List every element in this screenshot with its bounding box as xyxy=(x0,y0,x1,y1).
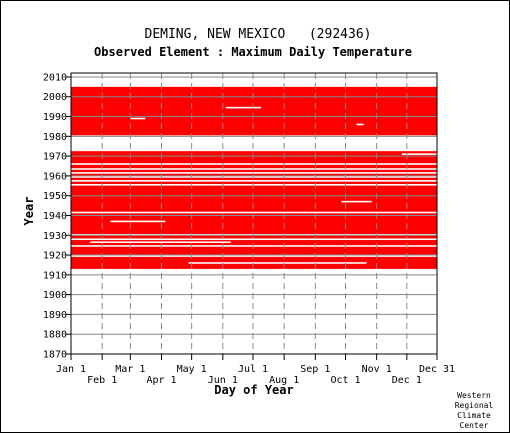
missing-band-18 xyxy=(356,123,364,126)
x-tick-label: Jul 1 xyxy=(238,364,268,375)
missing-band-12 xyxy=(90,241,231,243)
missing-band-11 xyxy=(188,262,367,264)
missing-band-15 xyxy=(401,153,437,155)
y-tick-label: 2010 xyxy=(43,72,67,83)
data-block-1 xyxy=(71,86,437,136)
chart-subtitle: Observed Element : Maximum Daily Tempera… xyxy=(94,45,412,59)
missing-band-4 xyxy=(71,211,437,214)
credit-line-3: Climate xyxy=(457,411,491,420)
missing-band-7 xyxy=(71,176,437,178)
y-tick-label: 1870 xyxy=(43,350,67,361)
missing-band-5 xyxy=(71,184,437,186)
missing-band-6 xyxy=(71,180,437,182)
x-tick-label: Dec 1 xyxy=(392,375,422,386)
x-axis-label: Day of Year xyxy=(214,383,293,397)
chart-title: DEMING, NEW MEXICO (292436) xyxy=(145,27,372,42)
y-tick-label: 1990 xyxy=(43,112,67,123)
x-tick-label: Aug 1 xyxy=(269,375,299,386)
y-tick-label: 1880 xyxy=(43,330,67,341)
y-tick-label: 2000 xyxy=(43,92,67,103)
x-tick-label: Feb 1 xyxy=(87,375,117,386)
x-tick-label: Jan 1 xyxy=(56,364,86,375)
y-tick-label: 1960 xyxy=(43,171,67,182)
y-tick-label: 1900 xyxy=(43,290,67,301)
missing-band-8 xyxy=(71,172,437,174)
y-tick-label: 1920 xyxy=(43,251,67,262)
x-tick-label: Apr 1 xyxy=(146,375,176,386)
x-tick-label: Nov 1 xyxy=(362,364,392,375)
data-layer xyxy=(71,86,437,269)
y-tick-label: 1890 xyxy=(43,310,67,321)
credit-line-2: Regional xyxy=(455,401,494,410)
y-tick-label: 1970 xyxy=(43,152,67,163)
missing-band-1 xyxy=(71,245,437,247)
plot-border xyxy=(70,72,438,355)
x-tick-label: Oct 1 xyxy=(330,375,360,386)
credit-line-4: Center xyxy=(460,421,489,430)
x-tick-label: Mar 1 xyxy=(115,364,145,375)
tick-layer: Jan 1 Mar 1 May 1 Jul 1 Sep 1 Nov 1 Dec 31 Feb … xyxy=(43,72,455,386)
missing-band-17 xyxy=(130,117,146,120)
y-tick-label: 1950 xyxy=(43,191,67,202)
missing-band-13 xyxy=(110,220,166,223)
x-tick-label: Jun 1 xyxy=(208,375,238,386)
x-tick-label: May 1 xyxy=(177,364,207,375)
missing-band-0 xyxy=(71,255,437,257)
y-tick-label: 1980 xyxy=(43,132,67,143)
missing-band-16 xyxy=(225,106,262,109)
missing-band-14 xyxy=(341,200,372,203)
credit-line-1: Western xyxy=(457,391,491,400)
missing-band-9 xyxy=(71,168,437,170)
y-axis-label: Year xyxy=(22,197,36,226)
missing-band-2 xyxy=(71,238,437,241)
y-tick-label: 1930 xyxy=(43,231,67,242)
missing-band-10 xyxy=(71,163,437,165)
y-tick-label: 1940 xyxy=(43,211,67,222)
x-tick-label: Dec 31 xyxy=(419,364,455,375)
data-block-0 xyxy=(71,151,437,269)
x-tick-label: Sep 1 xyxy=(300,364,330,375)
y-tick-label: 1910 xyxy=(43,270,67,281)
